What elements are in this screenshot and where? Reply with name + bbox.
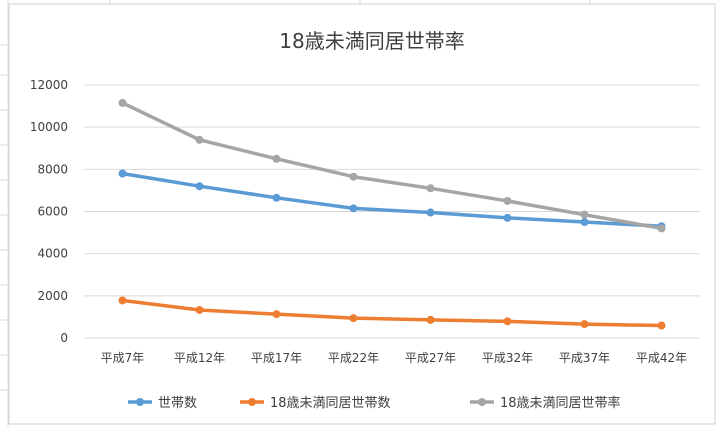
- legend-marker: [248, 398, 256, 406]
- x-axis: 平成7年 平成12年 平成17年 平成22年 平成27年 平成32年 平成37年 平成42年: [101, 351, 687, 365]
- data-point: [118, 296, 127, 305]
- data-point: [349, 172, 358, 181]
- legend-label: 18歳未満同居世帯率: [500, 395, 621, 411]
- data-point: [272, 193, 281, 202]
- legend-label: 18歳未満同居世帯数: [270, 396, 391, 411]
- y-tick-label: 8000: [37, 162, 68, 176]
- data-point: [349, 314, 358, 323]
- x-tick-label: 平成22年: [328, 351, 379, 365]
- data-point: [349, 204, 358, 213]
- y-tick-label: 10000: [30, 120, 68, 134]
- chart-border: [8, 3, 716, 425]
- chart-title: 18歳未満同居世帯率: [279, 29, 464, 53]
- data-point: [503, 196, 512, 205]
- legend-item: 世帯数: [128, 396, 197, 411]
- data-point: [118, 169, 127, 178]
- data-point: [118, 98, 127, 107]
- y-tick-label: 0: [60, 331, 68, 345]
- legend-item: 18歳未満同居世帯数: [240, 396, 391, 411]
- data-point: [503, 213, 512, 222]
- y-tick-label: 12000: [30, 78, 68, 92]
- data-point: [272, 310, 281, 319]
- legend-label: 世帯数: [158, 396, 197, 411]
- data-point: [426, 184, 435, 193]
- data-point: [580, 210, 589, 219]
- y-tick-label: 6000: [37, 205, 68, 219]
- x-tick-label: 平成32年: [482, 351, 533, 365]
- series-line: [120, 101, 664, 231]
- data-point: [426, 208, 435, 217]
- x-tick-label: 平成42年: [636, 351, 687, 365]
- data-point: [195, 135, 204, 144]
- x-tick-label: 平成12年: [174, 351, 225, 365]
- data-point: [426, 315, 435, 324]
- data-point: [195, 182, 204, 191]
- x-tick-label: 平成7年: [101, 351, 145, 365]
- legend-marker: [478, 398, 486, 406]
- data-point: [580, 218, 589, 227]
- data-point: [503, 317, 512, 326]
- y-tick-label: 2000: [37, 289, 68, 303]
- series-1: [118, 296, 666, 330]
- data-point: [657, 224, 666, 233]
- x-tick-label: 平成27年: [405, 351, 456, 365]
- x-tick-label: 平成17年: [251, 351, 302, 365]
- data-point: [657, 321, 666, 330]
- y-tick-label: 4000: [37, 247, 68, 261]
- series-group: [118, 98, 666, 330]
- series-line: [120, 298, 664, 328]
- legend-marker: [136, 398, 144, 406]
- series-2: [118, 98, 666, 233]
- x-tick-label: 平成37年: [559, 351, 610, 365]
- sheet-gridlines: [0, 0, 591, 428]
- legend: 世帯数 18歳未満同居世帯数 18歳未満同居世帯率: [128, 395, 621, 411]
- series-line: [120, 171, 664, 229]
- legend-item: 18歳未満同居世帯率: [470, 395, 621, 411]
- data-point: [272, 154, 281, 163]
- data-point: [580, 320, 589, 329]
- y-axis: 0 2000 4000 6000 8000 10000 12000: [30, 78, 68, 345]
- data-point: [195, 305, 204, 314]
